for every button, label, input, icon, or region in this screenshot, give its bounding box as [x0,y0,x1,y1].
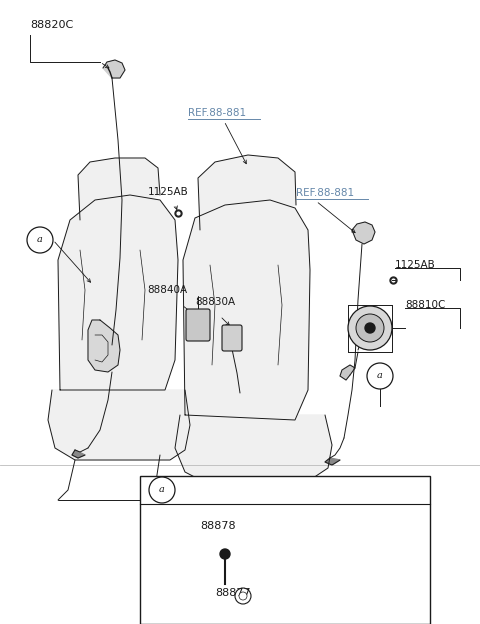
Circle shape [367,363,393,389]
Circle shape [356,314,384,342]
Circle shape [27,227,53,253]
Text: 1125AB: 1125AB [148,187,189,197]
Polygon shape [352,222,375,244]
Text: 88878: 88878 [200,521,236,531]
Text: 1125AB: 1125AB [395,260,436,270]
Polygon shape [58,195,178,390]
Text: 88820C: 88820C [30,20,73,30]
Circle shape [365,323,375,333]
Text: REF.88-881: REF.88-881 [188,108,246,118]
Polygon shape [103,60,125,78]
Text: REF.88-881: REF.88-881 [296,188,354,198]
Text: a: a [37,235,43,245]
Polygon shape [72,450,85,458]
Text: 88810C: 88810C [405,300,445,310]
Circle shape [348,306,392,350]
Polygon shape [227,574,243,594]
Polygon shape [183,200,310,420]
Polygon shape [175,415,332,485]
Polygon shape [325,458,340,465]
Text: 88840A: 88840A [147,285,187,295]
Text: a: a [377,371,383,381]
Polygon shape [78,158,160,220]
Circle shape [235,588,251,604]
Polygon shape [198,155,296,230]
Text: a: a [159,485,165,494]
Bar [140,476,430,624]
FancyBboxPatch shape [222,325,242,351]
FancyBboxPatch shape [186,309,210,341]
Circle shape [149,477,175,503]
Circle shape [220,549,230,559]
Polygon shape [88,320,120,372]
Polygon shape [48,390,190,460]
Polygon shape [340,365,355,380]
Text: 88877: 88877 [215,588,251,598]
Circle shape [239,592,247,600]
Text: 88830A: 88830A [195,297,235,307]
